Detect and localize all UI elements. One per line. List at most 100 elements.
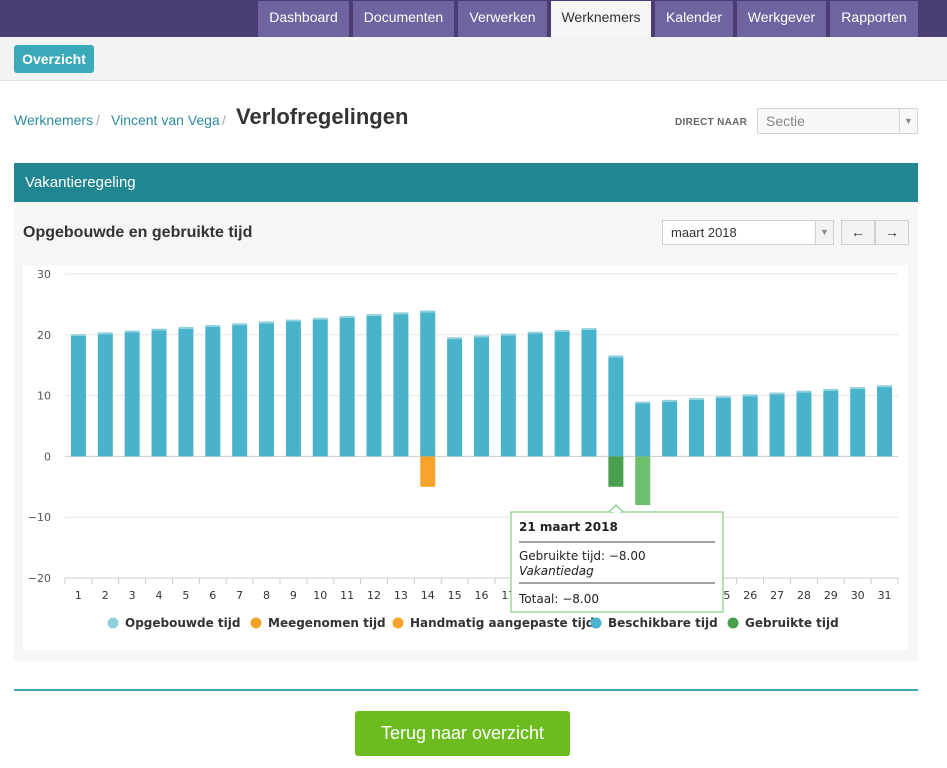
bar-opgebouwde-tijd: [823, 388, 839, 391]
x-tick-label: 7: [236, 589, 243, 602]
tab-rapporten[interactable]: Rapporten: [830, 1, 918, 37]
bar-opgebouwde-tijd: [178, 326, 194, 329]
x-tick-label: 12: [367, 589, 381, 602]
bar-opgebouwde-tijd: [124, 330, 140, 333]
bar-beschikbare-tijd: [70, 336, 86, 457]
bar-beschikbare-tijd: [554, 331, 570, 457]
bar-opgebouwde-tijd: [500, 333, 516, 336]
y-tick-label: 20: [37, 329, 51, 342]
legend-label: Handmatig aangepaste tijd: [410, 616, 594, 630]
bar-opgebouwde-tijd: [769, 392, 785, 395]
bar-opgebouwde-tijd: [420, 310, 436, 313]
bar-beschikbare-tijd: [339, 317, 355, 457]
back-to-overview-button[interactable]: Terug naar overzicht: [355, 711, 570, 756]
x-tick-label: 2: [102, 589, 109, 602]
bar-beschikbare-tijd: [608, 357, 624, 457]
bar-beschikbare-tijd: [151, 330, 167, 457]
tab-documenten[interactable]: Documenten: [353, 1, 454, 37]
tab-verwerken[interactable]: Verwerken: [458, 1, 547, 37]
bar-beschikbare-tijd: [232, 325, 248, 457]
x-tick-label: 4: [156, 589, 163, 602]
tab-dashboard[interactable]: Dashboard: [258, 1, 349, 37]
chart-tooltip: 21 maart 2018 Gebruikte tijd: −8.00Vakant…: [510, 504, 724, 613]
bar-opgebouwde-tijd: [715, 396, 731, 399]
bar-opgebouwde-tijd: [151, 328, 167, 331]
bar-opgebouwde-tijd: [608, 355, 624, 358]
x-tick-label: 16: [475, 589, 489, 602]
arrow-left-icon: ←: [851, 224, 865, 240]
tooltip-total: Totaal: −8.00: [518, 592, 599, 606]
month-select[interactable]: maart 2018 ▼: [662, 220, 834, 245]
previous-month-button[interactable]: ←: [841, 220, 875, 245]
bar-chart: 3020100−10−20123456789101112131415161718…: [28, 268, 899, 630]
bar-beschikbare-tijd: [124, 332, 140, 457]
sectie-select[interactable]: Sectie ▼: [757, 108, 918, 134]
bar-beschikbare-tijd: [178, 328, 194, 457]
bar-beschikbare-tijd: [474, 337, 489, 457]
bar-beschikbare-tijd: [877, 387, 893, 457]
bar-beschikbare-tijd: [796, 392, 812, 457]
bar-beschikbare-tijd: [527, 333, 543, 457]
bar-opgebouwde-tijd: [259, 321, 275, 324]
bar-opgebouwde-tijd: [285, 319, 301, 322]
bar-beschikbare-tijd: [823, 390, 839, 457]
x-tick-label: 26: [743, 589, 757, 602]
bar-opgebouwde-tijd: [850, 387, 866, 389]
x-tick-label: 13: [394, 589, 408, 602]
tab-werknemers[interactable]: Werknemers: [551, 1, 651, 37]
x-tick-label: 30: [851, 589, 865, 602]
bar-beschikbare-tijd: [581, 329, 597, 457]
bar-beschikbare-tijd: [366, 315, 382, 457]
x-tick-label: 31: [878, 589, 892, 602]
tooltip-box: [510, 511, 724, 613]
bar-opgebouwde-tijd: [312, 317, 328, 320]
bar-opgebouwde-tijd: [447, 337, 463, 340]
x-tick-label: 27: [770, 589, 784, 602]
bar-opgebouwde-tijd: [366, 314, 382, 316]
tab-werkgever[interactable]: Werkgever: [737, 1, 826, 37]
bar-opgebouwde-tijd: [554, 329, 570, 332]
bar-opgebouwde-tijd: [527, 331, 543, 334]
chart-plot-area: 3020100−10−20123456789101112131415161718…: [23, 265, 908, 650]
bar-beschikbare-tijd: [688, 399, 704, 457]
bar-opgebouwde-tijd: [742, 394, 758, 397]
bar-beschikbare-tijd: [285, 321, 301, 457]
y-tick-label: 0: [44, 450, 51, 463]
breadcrumb-employee[interactable]: Vincent van Vega: [111, 112, 220, 128]
bar-beschikbare-tijd: [205, 326, 221, 457]
bar-beschikbare-tijd: [312, 319, 328, 457]
x-tick-label: 15: [448, 589, 462, 602]
panel-title: Vakantieregeling: [14, 163, 918, 202]
legend-marker: [250, 617, 262, 629]
overzicht-button[interactable]: Overzicht: [14, 45, 94, 73]
bar-beschikbare-tijd: [500, 335, 516, 457]
bar-beschikbare-tijd: [447, 339, 463, 457]
chevron-down-icon: ▼: [815, 221, 833, 244]
x-tick-label: 11: [340, 589, 354, 602]
bar-gebruikte-tijd: [608, 456, 624, 487]
sectie-select-value: Sectie: [766, 113, 805, 129]
bar-beschikbare-tijd: [662, 401, 678, 457]
tooltip-sub: Vakantiedag: [519, 564, 594, 578]
month-select-value: maart 2018: [671, 225, 737, 240]
y-tick-label: −20: [28, 572, 51, 585]
x-tick-label: 6: [209, 589, 216, 602]
legend-marker: [727, 617, 739, 629]
x-tick-label: 3: [129, 589, 136, 602]
chevron-down-icon: ▼: [899, 109, 917, 133]
bar-beschikbare-tijd: [635, 403, 651, 457]
bar-opgebouwde-tijd: [205, 325, 221, 327]
breadcrumb-werknemers[interactable]: Werknemers: [14, 112, 94, 128]
x-tick-label: 10: [313, 589, 327, 602]
sub-navigation: Overzicht: [0, 37, 947, 81]
x-tick-label: 1: [75, 589, 82, 602]
next-month-button[interactable]: →: [875, 220, 909, 245]
vakantieregeling-panel: Vakantieregeling Opgebouwde en gebruikte…: [14, 163, 918, 661]
chart-title: Opgebouwde en gebruikte tijd: [23, 224, 253, 241]
bar-beschikbare-tijd: [420, 312, 436, 457]
bar-opgebouwde-tijd: [97, 332, 113, 335]
tooltip-title: 21 maart 2018: [519, 520, 618, 534]
breadcrumb-separator: /: [96, 112, 100, 128]
tab-kalender[interactable]: Kalender: [655, 1, 733, 37]
x-tick-label: 14: [421, 589, 435, 602]
